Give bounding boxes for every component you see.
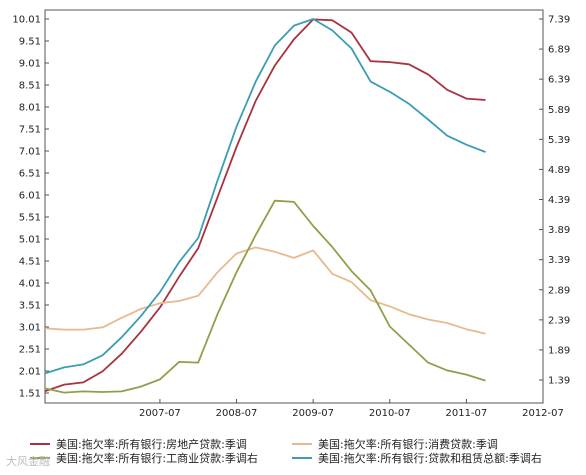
x-tick-label: 2009-07	[292, 408, 334, 419]
left-tick-label: 8.01	[19, 103, 41, 114]
right-tick-label: 1.89	[548, 345, 570, 356]
series-lines	[44, 18, 486, 394]
left-tick-label: 5.51	[19, 213, 41, 224]
legend-label: 美国:拖欠率:所有银行:工商业贷款:季调右	[56, 452, 258, 465]
x-tick-label: 2012-07	[522, 408, 564, 419]
left-tick-label: 6.01	[19, 191, 41, 202]
right-axis: 7.39 6.89 6.39 5.89 5.39 4.89 4.39 3.89 3.39 2.89…	[539, 15, 570, 387]
left-tick-label: 4.01	[19, 279, 41, 290]
legend-item-series-3: 美国:拖欠率:所有银行:工商业贷款:季调右	[30, 450, 258, 466]
left-tick-label: 9.01	[19, 59, 41, 70]
series-line-2	[44, 246, 486, 335]
x-tick-label: 2010-07	[369, 408, 411, 419]
right-tick-label: 3.89	[548, 225, 570, 236]
x-tick-label: 2007-07	[139, 408, 181, 419]
right-tick-label: 4.89	[548, 165, 570, 176]
plot-frame	[44, 9, 544, 404]
right-tick-label: 7.39	[548, 15, 570, 26]
legend-label: 美国:拖欠率:所有银行:房地产贷款:季调	[56, 438, 247, 451]
legend-swatch	[292, 457, 312, 459]
legend-label: 美国:拖欠率:所有银行:消费贷款:季调	[318, 438, 498, 451]
left-axis: 10.01 9.51 9.01 8.51 8.01 7.51 7.01 6.51 6.01 5.5…	[12, 15, 49, 400]
left-tick-label: 2.51	[19, 345, 41, 356]
watermark: 大风金融	[6, 455, 50, 468]
legend-item-series-2: 美国:拖欠率:所有银行:消费贷款:季调	[292, 436, 498, 452]
x-tick-label: 2011-07	[445, 408, 487, 419]
left-tick-label: 9.51	[19, 37, 41, 48]
right-tick-label: 1.39	[548, 376, 570, 387]
series-line-4	[44, 18, 486, 375]
right-tick-label: 3.39	[548, 255, 570, 266]
left-tick-label: 1.51	[19, 389, 41, 400]
right-tick-label: 6.39	[548, 75, 570, 86]
left-tick-label: 6.51	[19, 169, 41, 180]
right-tick-label: 5.39	[548, 135, 570, 146]
right-tick-label: 5.89	[548, 105, 570, 116]
legend-swatch	[30, 457, 50, 459]
legend-label: 美国:拖欠率:所有银行:贷款和租赁总额:季调右	[318, 452, 542, 465]
x-axis: 2007-07 2008-07 2009-07 2010-07 2011-07 2012-…	[139, 399, 564, 419]
legend-item-series-1: 美国:拖欠率:所有银行:房地产贷款:季调	[30, 436, 247, 452]
right-tick-label: 6.89	[548, 45, 570, 56]
left-tick-label: 4.51	[19, 257, 41, 268]
chart-axes	[44, 9, 544, 404]
series-line-1	[44, 18, 486, 393]
left-tick-label: 5.01	[19, 235, 41, 246]
left-tick-label: 7.51	[19, 125, 41, 136]
legend: 美国:拖欠率:所有银行:房地产贷款:季调 美国:拖欠率:所有银行:消费贷款:季调…	[0, 428, 586, 475]
right-tick-label: 2.89	[548, 285, 570, 296]
legend-item-series-4: 美国:拖欠率:所有银行:贷款和租赁总额:季调右	[292, 450, 542, 466]
x-tick-label: 2008-07	[216, 408, 258, 419]
right-tick-label: 2.39	[548, 315, 570, 326]
series-line-3	[44, 199, 486, 394]
left-tick-label: 3.51	[19, 301, 41, 312]
right-tick-label: 4.39	[548, 195, 570, 206]
left-tick-label: 2.01	[19, 367, 41, 378]
chart: 10.01 9.51 9.01 8.51 8.01 7.51 7.01 6.51 6.01 5.5…	[12, 9, 570, 419]
left-tick-label: 8.51	[19, 81, 41, 92]
left-tick-label: 10.01	[12, 15, 41, 26]
left-tick-label: 3.01	[19, 323, 41, 334]
legend-swatch	[292, 443, 312, 445]
legend-swatch	[30, 443, 50, 445]
left-tick-label: 7.01	[19, 147, 41, 158]
